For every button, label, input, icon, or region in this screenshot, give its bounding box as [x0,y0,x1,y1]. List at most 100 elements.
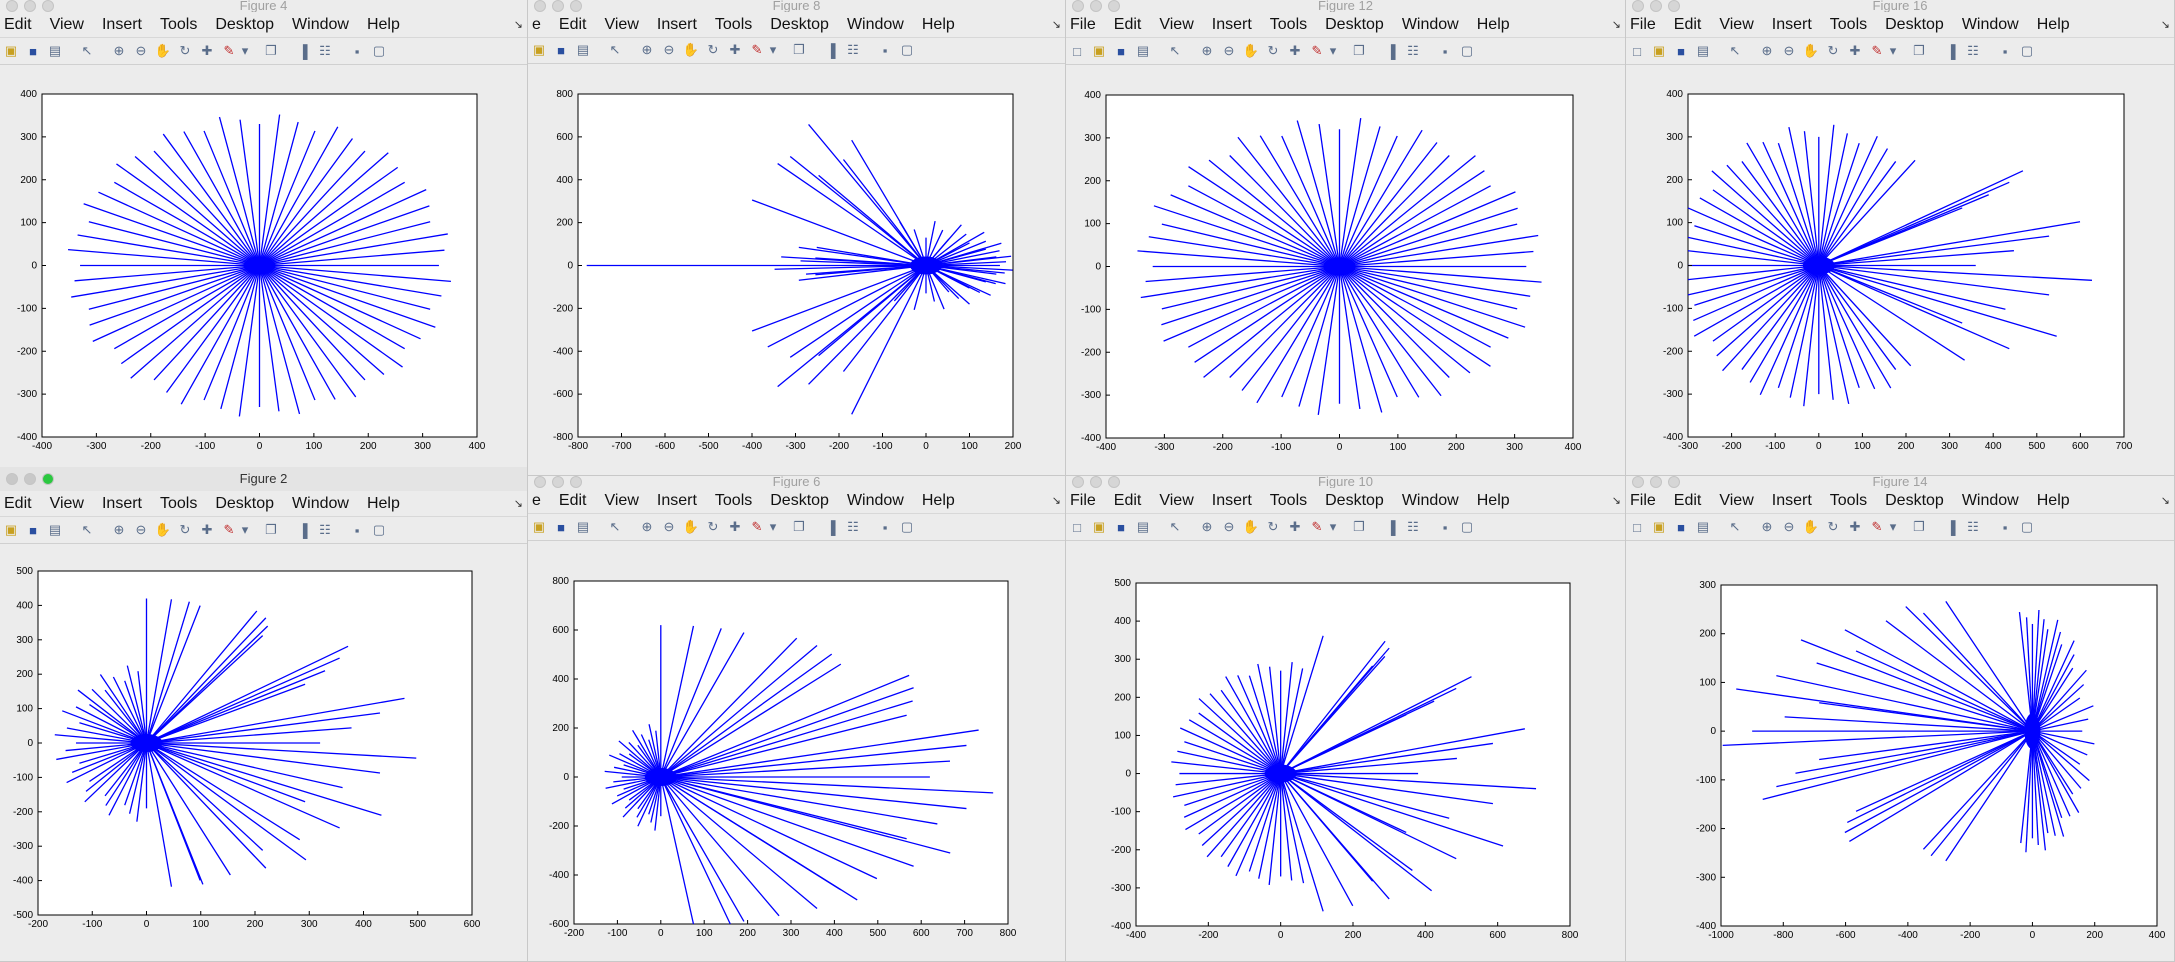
save-icon[interactable]: ■ [1117,519,1125,535]
menu-edit[interactable]: Edit [558,15,587,33]
plot-axes[interactable]: -200 -100 0 100 200 300 400 500 600 -500 -400 -300 -… [0,467,528,962]
plot-axes[interactable]: -800 -700 -600 -500 -400 -300 -200 -100 0 100 200 -… [528,0,1066,476]
rotate-icon[interactable]: ↻ [707,42,719,57]
menu-desktop[interactable]: Desktop [1325,491,1384,509]
pointer-icon[interactable]: ↖ [609,519,621,534]
window-zoom-button[interactable] [1668,0,1680,12]
zoom-in-icon[interactable]: ⊕ [113,522,125,537]
colorbar-icon[interactable]: ▐ [1946,519,1956,535]
menu-overflow-icon[interactable]: ↘ [2160,19,2170,31]
menu-file[interactable]: File [1630,15,1656,33]
window-titlebar[interactable]: Figure 6 [528,476,1065,488]
save-icon[interactable]: ■ [1677,43,1685,59]
figure-window[interactable]: Figure 10 File Edit View Insert Tools Desktop W… [1066,476,1626,962]
data-cursor-icon[interactable]: ✚ [1289,43,1301,58]
link-icon[interactable]: ❐ [1353,43,1365,58]
show-plot-tools-icon[interactable]: ▢ [2020,519,2034,534]
window-minimize-button[interactable] [1090,0,1102,12]
menu-desktop[interactable]: Desktop [1885,15,1944,33]
open-icon[interactable]: ▣ [1092,519,1106,534]
menu-tools[interactable]: Tools [1829,491,1868,509]
figure-window[interactable]: Figure 16 File Edit View Insert Tools Desktop W… [1626,0,2175,476]
window-titlebar[interactable]: Figure 8 [528,0,1065,12]
save-icon[interactable]: ■ [29,522,37,538]
menu-help[interactable]: Help [2036,491,2070,509]
window-zoom-button[interactable] [42,0,54,12]
print-icon[interactable]: ▤ [1136,519,1150,534]
menu-help[interactable]: Help [921,491,955,509]
window-zoom-button[interactable] [1108,476,1120,488]
menu-insert[interactable]: Insert [101,494,142,512]
pan-icon[interactable]: ✋ [1242,43,1260,58]
zoom-out-icon[interactable]: ⊖ [1783,519,1795,534]
show-plot-tools-icon[interactable]: ▢ [372,43,386,58]
menu-window[interactable]: Window [846,491,904,509]
menu-overflow-icon[interactable]: ↘ [1051,495,1061,507]
save-icon[interactable]: ■ [29,43,37,59]
menu-desktop[interactable]: Desktop [770,491,829,509]
window-close-button[interactable] [1072,476,1084,488]
pan-icon[interactable]: ✋ [1802,43,1820,58]
hide-plot-tools-icon[interactable]: ▪ [882,519,888,535]
menu-file[interactable]: e [532,15,541,33]
hide-plot-tools-icon[interactable]: ▪ [2002,519,2008,535]
figure-window[interactable]: Figure 2 Edit View Insert Tools Desktop Window… [0,467,528,962]
show-plot-tools-icon[interactable]: ▢ [372,522,386,537]
menu-help[interactable]: Help [2036,15,2070,33]
menu-view[interactable]: View [1719,491,1754,509]
zoom-in-icon[interactable]: ⊕ [1201,43,1213,58]
menu-view[interactable]: View [1159,15,1194,33]
menu-overflow-icon[interactable]: ↘ [1611,495,1621,507]
colorbar-icon[interactable]: ▐ [1386,519,1396,535]
print-icon[interactable]: ▤ [1696,519,1710,534]
colorbar-icon[interactable]: ▐ [826,42,836,58]
legend-icon[interactable]: ☷ [319,43,331,58]
menu-view[interactable]: View [1719,15,1754,33]
menu-tools[interactable]: Tools [159,15,198,33]
show-plot-tools-icon[interactable]: ▢ [2020,43,2034,58]
window-zoom-button[interactable] [1108,0,1120,12]
zoom-out-icon[interactable]: ⊖ [135,43,147,58]
legend-icon[interactable]: ☷ [1967,519,1979,534]
save-icon[interactable]: ■ [557,519,565,535]
data-cursor-icon[interactable]: ✚ [201,522,213,537]
menu-desktop[interactable]: Desktop [1325,15,1384,33]
window-minimize-button[interactable] [24,0,36,12]
colorbar-icon[interactable]: ▐ [298,43,308,59]
pan-icon[interactable]: ✋ [154,522,172,537]
menu-window[interactable]: Window [1401,491,1459,509]
hide-plot-tools-icon[interactable]: ▪ [882,42,888,58]
menu-insert[interactable]: Insert [656,15,697,33]
pan-icon[interactable]: ✋ [1802,519,1820,534]
window-minimize-button[interactable] [552,476,564,488]
menu-insert[interactable]: Insert [656,491,697,509]
window-titlebar[interactable]: Figure 4 [0,0,527,12]
window-close-button[interactable] [534,0,546,12]
menu-window[interactable]: Window [1961,491,2019,509]
menu-tools[interactable]: Tools [1269,15,1308,33]
pointer-icon[interactable]: ↖ [1169,519,1181,534]
window-zoom-button[interactable] [42,473,54,485]
window-zoom-button[interactable] [570,0,582,12]
brush-icon[interactable]: ✎ [223,43,235,58]
new-figure-icon[interactable]: □ [1073,519,1081,535]
open-icon[interactable]: ▣ [4,43,18,58]
menu-window[interactable]: Window [292,15,349,33]
brush-dropdown-icon[interactable]: ▾ [1889,43,1897,58]
window-titlebar[interactable]: Figure 14 [1626,476,2174,488]
data-cursor-icon[interactable]: ✚ [1289,519,1301,534]
rotate-icon[interactable]: ↻ [179,522,191,537]
brush-dropdown-icon[interactable]: ▾ [1329,519,1337,534]
print-icon[interactable]: ▤ [576,519,590,534]
link-icon[interactable]: ❐ [793,42,805,57]
window-close-button[interactable] [6,0,18,12]
plot-axes[interactable]: -400 -300 -200 -100 0 100 200 300 400 -400 -300 -20… [0,0,528,476]
figure-window[interactable]: Figure 8 e Edit View Insert Tools Desktop Windo… [528,0,1066,476]
window-close-button[interactable] [1072,0,1084,12]
open-icon[interactable]: ▣ [1652,519,1666,534]
window-zoom-button[interactable] [570,476,582,488]
zoom-out-icon[interactable]: ⊖ [663,519,675,534]
window-titlebar[interactable]: Figure 2 [0,467,527,491]
menu-window[interactable]: Window [1401,15,1459,33]
menu-help[interactable]: Help [921,15,955,33]
